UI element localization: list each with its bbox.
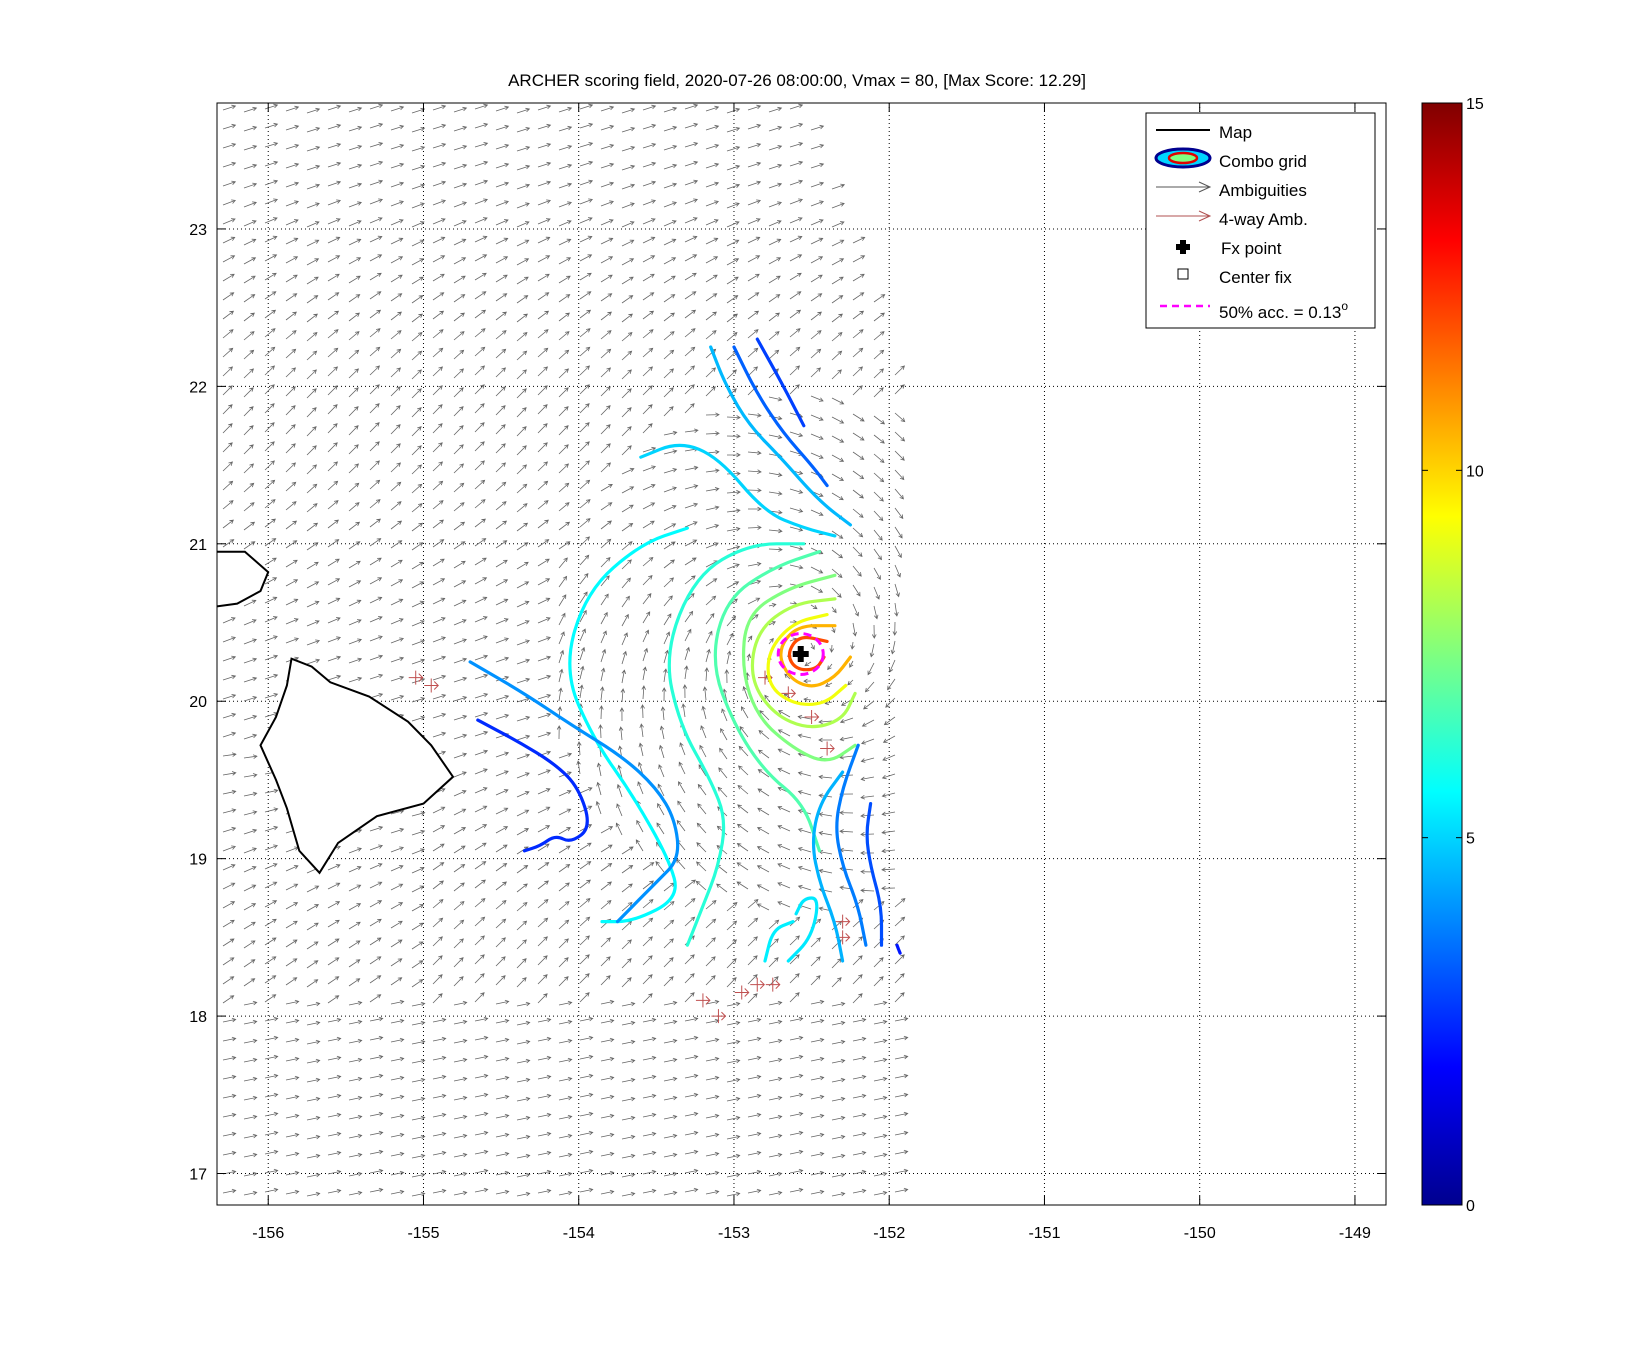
legend-map-label: Map	[1219, 123, 1252, 142]
y-tick-label: 22	[189, 379, 207, 396]
x-axis-ticks: -156 -155 -154 -153 -152 -151 -150 -149	[252, 103, 1371, 1242]
score-contour	[755, 337, 806, 428]
y-axis-ticks: 17 18 19 20 21 22 23	[189, 222, 1386, 1184]
ambiguity-arrows	[222, 103, 909, 1197]
colorbar-tick-label: 15	[1466, 96, 1484, 113]
score-contour	[811, 770, 845, 963]
x-tick-label: -150	[1184, 1225, 1216, 1242]
y-tick-label: 21	[189, 537, 207, 554]
legend-acc-label: 50% acc. = 0.13o	[1219, 299, 1348, 322]
score-contour	[709, 345, 852, 527]
colorbar-gradient	[1421, 102, 1463, 1206]
score-contour	[468, 660, 680, 924]
score-contour	[741, 573, 857, 762]
x-tick-label: -154	[563, 1225, 595, 1242]
y-tick-label: 19	[189, 852, 207, 869]
score-contour	[763, 920, 795, 963]
y-tick-label: 23	[189, 222, 207, 239]
accuracy-circle	[776, 632, 825, 676]
score-contour	[713, 550, 821, 853]
coast-big-island	[259, 657, 455, 875]
legend-fx-swatch	[1176, 240, 1190, 254]
four-way-ambiguities	[408, 670, 851, 1024]
y-tick-label: 18	[189, 1009, 207, 1026]
y-tick-label: 20	[189, 694, 207, 711]
score-contour	[667, 542, 806, 947]
score-contours	[468, 337, 902, 963]
colorbar: 0 5 10 15	[1421, 96, 1484, 1215]
coast-maui	[217, 550, 270, 608]
score-contour	[750, 597, 857, 729]
x-tick-label: -152	[873, 1225, 905, 1242]
colorbar-tick-label: 5	[1466, 831, 1475, 848]
colorbar-tick-label: 0	[1466, 1198, 1475, 1215]
legend-4way-swatch	[1156, 210, 1212, 222]
x-tick-label: -155	[407, 1225, 439, 1242]
legend: Map Combo grid Ambiguities 4-way Amb. Fx…	[1145, 112, 1376, 329]
score-contour	[639, 443, 837, 538]
legend-combo-swatch	[1154, 147, 1212, 169]
legend-combo-label: Combo grid	[1219, 152, 1307, 171]
chart-title: ARCHER scoring field, 2020-07-26 08:00:0…	[508, 71, 1086, 90]
legend-acc-degree: o	[1341, 299, 1348, 313]
x-tick-label: -153	[718, 1225, 750, 1242]
colorbar-ticks: 0 5 10 15	[1422, 96, 1484, 1215]
score-contour	[766, 613, 848, 706]
score-contour	[835, 743, 868, 947]
x-tick-label: -149	[1339, 1225, 1371, 1242]
plot-frame	[216, 102, 1387, 1206]
score-contour	[476, 718, 589, 853]
score-contour	[895, 943, 902, 955]
x-tick-label: -156	[252, 1225, 284, 1242]
score-contour	[786, 896, 819, 963]
score-contour	[865, 802, 884, 947]
legend-center-label: Center fix	[1219, 268, 1292, 287]
fx-point-mark	[792, 646, 809, 662]
legend-ambiguity-swatch	[1156, 181, 1212, 193]
legend-4way-label: 4-way Amb.	[1219, 210, 1308, 229]
coastline-map	[217, 550, 455, 875]
legend-ambiguity-label: Ambiguities	[1219, 181, 1307, 200]
score-contour	[732, 345, 829, 488]
fix-marks	[776, 632, 825, 676]
legend-acc-text: 50% acc. = 0.13	[1219, 303, 1341, 322]
wind-arrow-field	[222, 103, 909, 1197]
legend-center-swatch	[1177, 268, 1189, 280]
score-contour	[787, 635, 829, 672]
x-tick-label: -151	[1028, 1225, 1060, 1242]
four-way-ambiguity-marks	[408, 670, 851, 1024]
y-tick-label: 17	[189, 1167, 207, 1184]
colorbar-tick-label: 10	[1466, 463, 1484, 480]
legend-fx-label: Fx point	[1221, 239, 1282, 258]
